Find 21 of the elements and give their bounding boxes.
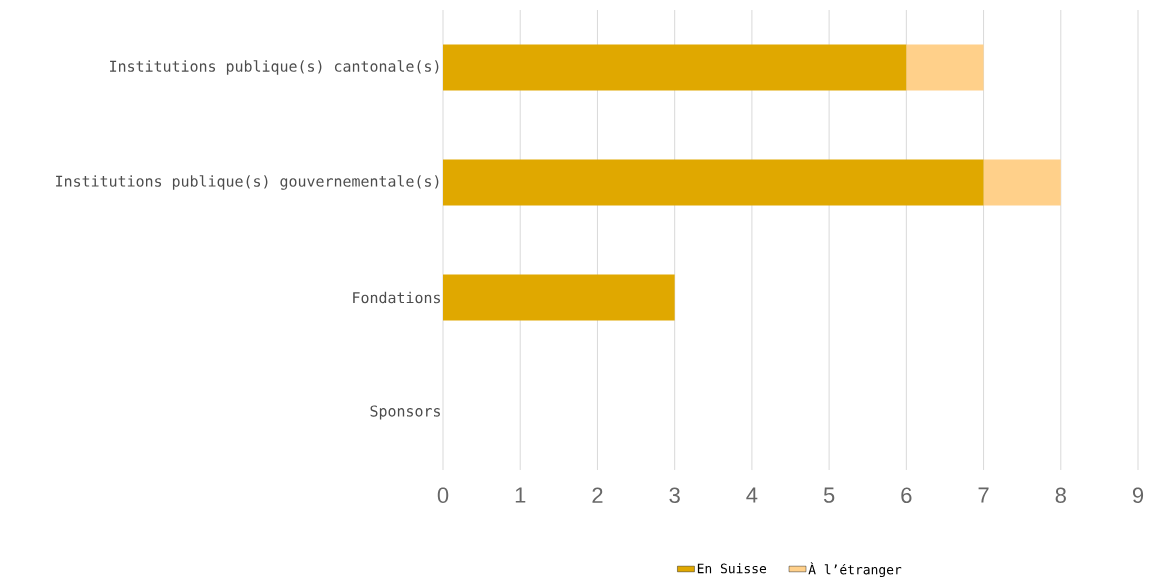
x-tick-label: 1 [515,487,526,503]
bar [983,159,1061,206]
x-tick-label: 9 [1132,487,1144,504]
y-tick-label: Institutions publique(s) gouvernementale(s) [56,175,439,190]
x-tick-label: 2 [592,487,603,503]
bar [443,159,984,206]
bar [906,44,984,91]
bar [443,44,907,91]
x-tick-label: 3 [669,487,680,504]
y-tick-label: Institutions publique(s) cantonale(s) [110,60,439,75]
x-tick-label: 5 [823,487,835,503]
x-tick-label: 6 [901,487,912,504]
x-tick-label: 7 [978,487,989,503]
legend-label: En Suisse [697,563,767,574]
x-tick-label: 4 [746,487,758,503]
y-tick-label: Fondations [353,291,440,304]
bar [443,274,675,321]
y-tick-label: Sponsors [370,405,440,420]
x-tick-label: 8 [1055,487,1066,504]
x-tick-label: 0 [437,487,449,504]
legend-label: À l’étranger [808,562,902,578]
